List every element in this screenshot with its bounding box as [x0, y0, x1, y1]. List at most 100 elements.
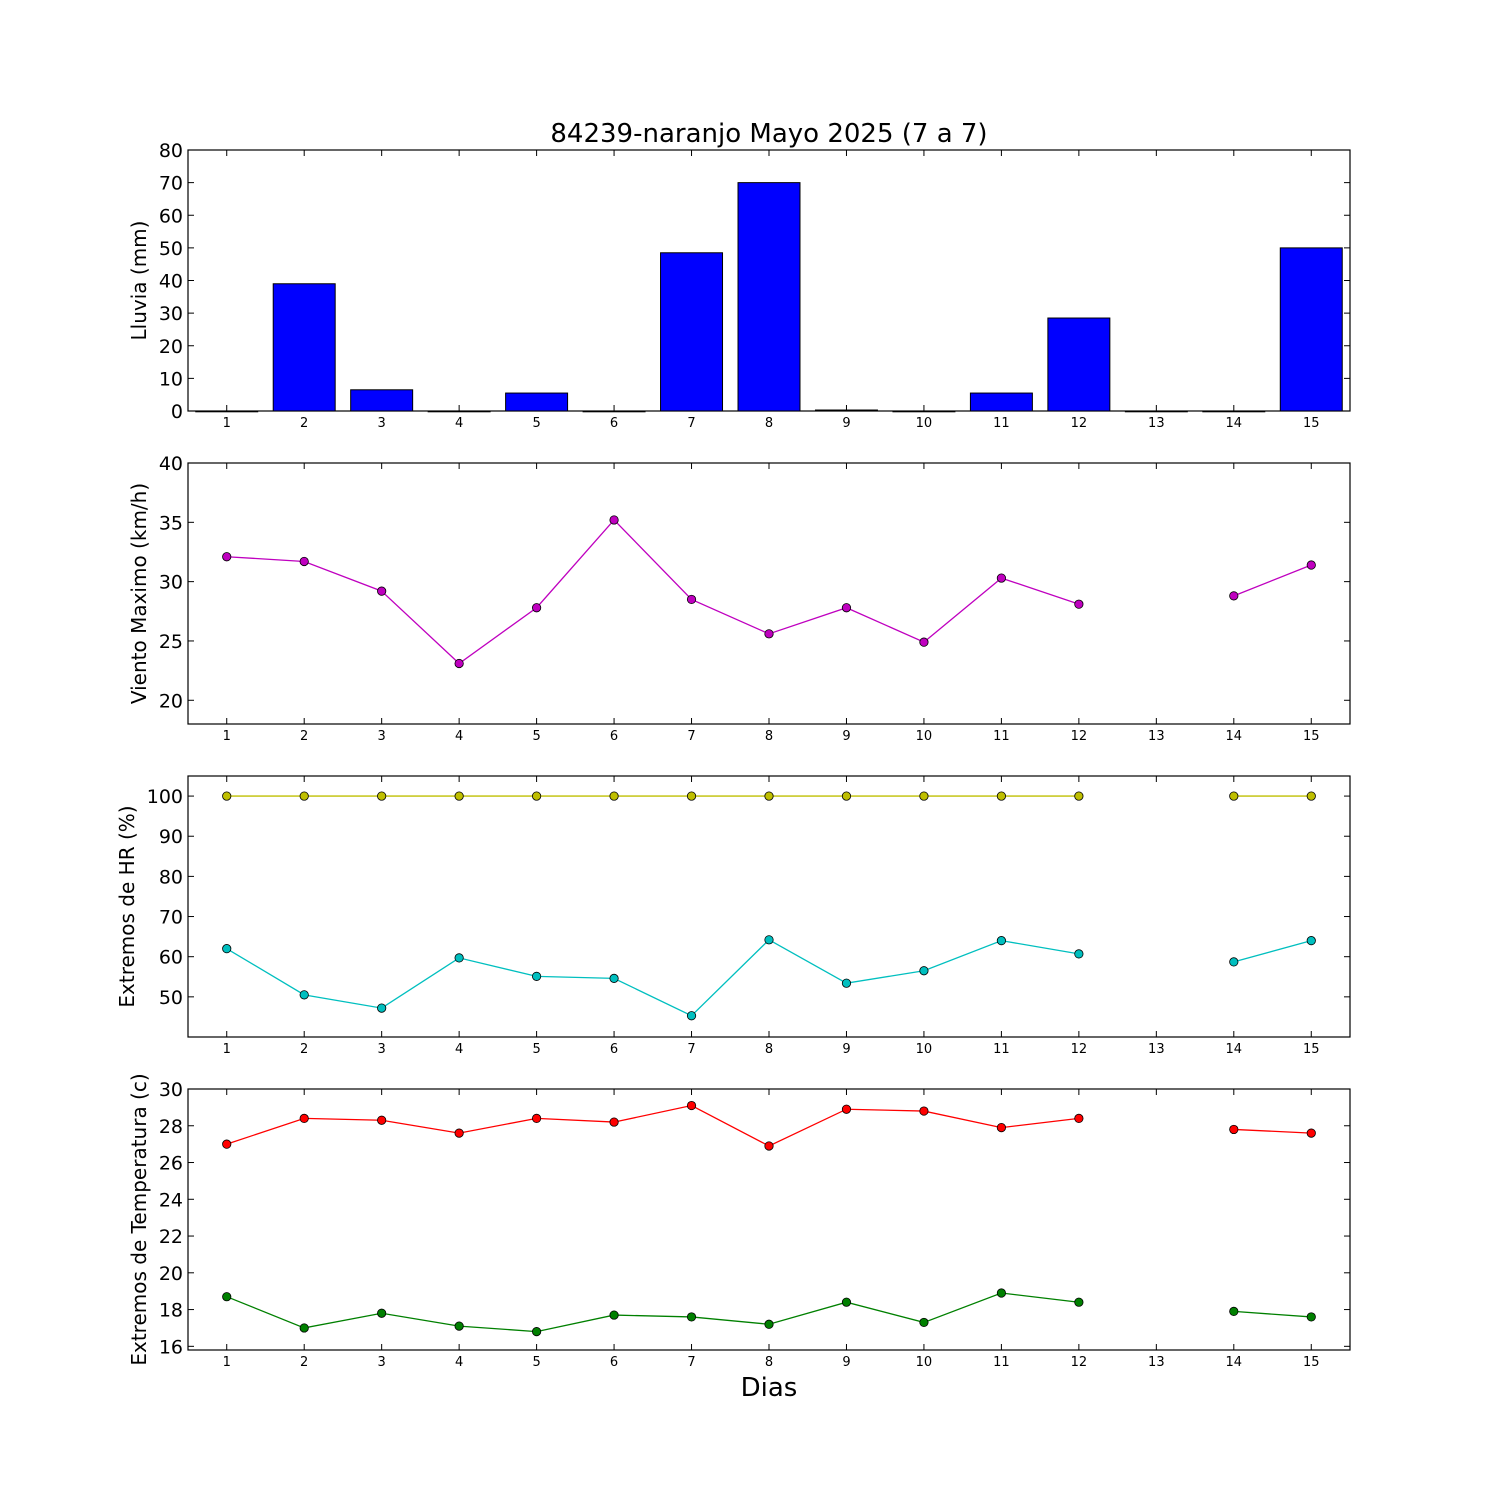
x-tick-label: 9: [842, 1042, 850, 1057]
bar: [350, 389, 414, 412]
data-point: [222, 1292, 232, 1302]
x-tick-label: 5: [532, 1355, 540, 1370]
data-point: [1074, 1113, 1084, 1124]
y-tick-label: 22: [159, 1226, 183, 1248]
data-point: [531, 1113, 542, 1124]
data-point: [299, 990, 309, 1000]
y-tick-label: 25: [159, 631, 183, 653]
x-tick-label: 2: [300, 1355, 308, 1370]
data-point: [531, 603, 542, 613]
data-point: [686, 791, 697, 801]
data-point: [686, 1011, 697, 1021]
x-tick-label: 2: [300, 416, 308, 431]
series-2: [222, 1288, 1316, 1337]
data-point: [1306, 1128, 1316, 1138]
y-tick-label: 30: [159, 1079, 183, 1101]
bar: [1279, 247, 1343, 412]
chart-title: 84239-naranjo Mayo 2025 (7 a 7): [550, 119, 987, 149]
data-point: [299, 1323, 309, 1333]
series-line: [226, 1292, 1079, 1333]
x-tick-label: 8: [765, 1042, 773, 1057]
bar: [1202, 410, 1266, 413]
bar: [1047, 317, 1111, 412]
series-line: [226, 518, 1080, 665]
data-point: [686, 594, 697, 605]
data-point: [764, 1141, 774, 1151]
x-tick-label: 3: [378, 729, 386, 744]
bar: [1124, 410, 1188, 413]
data-point: [609, 973, 619, 983]
data-point: [764, 629, 774, 639]
series-line: [1233, 1310, 1312, 1318]
x-tick-label: 9: [842, 729, 850, 744]
bar: [195, 410, 259, 413]
data-point: [919, 966, 929, 976]
data-point: [686, 1312, 697, 1322]
x-tick-label: 7: [687, 1042, 695, 1057]
y-tick-label: 10: [159, 368, 183, 390]
data-point: [996, 936, 1007, 946]
x-tick-label: 5: [532, 1042, 540, 1057]
x-tick-label: 12: [1071, 1042, 1088, 1057]
y-tick-label: 70: [159, 173, 183, 195]
y-tick-label: 20: [159, 1263, 183, 1285]
data-point: [531, 791, 542, 801]
x-tick-label: 11: [993, 1355, 1010, 1370]
x-tick-label: 2: [300, 1042, 308, 1057]
data-point: [1306, 1312, 1316, 1322]
series-line: [1233, 564, 1312, 597]
data-point: [996, 1122, 1007, 1133]
x-tick-label: 15: [1303, 729, 1320, 744]
x-tick-label: 3: [378, 416, 386, 431]
x-tick-label: 3: [378, 1042, 386, 1057]
x-tick-label: 9: [842, 416, 850, 431]
y-tick-label: 35: [159, 512, 183, 534]
data-point: [222, 791, 232, 801]
x-tick-label: 13: [1148, 729, 1165, 744]
data-point: [222, 1139, 232, 1149]
data-point: [299, 556, 309, 567]
bar: [737, 182, 801, 412]
x-tick-label: 13: [1148, 1355, 1165, 1370]
x-tick-label: 7: [687, 416, 695, 431]
data-point: [841, 791, 852, 801]
y-tick-label: 90: [159, 826, 183, 848]
data-point: [764, 791, 774, 801]
data-point: [531, 971, 542, 981]
x-tick-label: 8: [765, 729, 773, 744]
y-tick-label: 60: [159, 205, 183, 227]
data-point: [1074, 791, 1084, 801]
data-point: [377, 586, 387, 596]
data-point: [222, 944, 232, 954]
y-tick-label: 30: [159, 572, 183, 594]
x-tick-label: 6: [610, 1355, 618, 1370]
data-point: [841, 1104, 852, 1114]
x-tick-label: 8: [765, 1355, 773, 1370]
data-point: [531, 1327, 542, 1337]
data-point: [996, 573, 1007, 583]
data-point: [609, 1117, 619, 1127]
y-axis-label: Extremos de Temperatura (c): [127, 1073, 151, 1365]
series-line: [1233, 1128, 1312, 1134]
plot-frame: [187, 775, 1351, 1038]
x-tick-label: 10: [916, 1042, 933, 1057]
y-tick-label: 0: [171, 401, 183, 423]
series-line: [226, 1104, 1079, 1147]
data-point: [454, 791, 464, 801]
data-point: [1229, 1306, 1239, 1317]
data-point: [686, 1100, 697, 1111]
x-tick-label: 15: [1303, 1042, 1320, 1057]
x-tick-label: 4: [455, 1355, 463, 1370]
x-tick-label: 3: [378, 1355, 386, 1370]
bar: [505, 392, 569, 412]
x-tick-label: 4: [455, 1042, 463, 1057]
data-point: [764, 935, 774, 945]
x-tick-label: 14: [1226, 1355, 1243, 1370]
data-point: [454, 1128, 464, 1138]
x-tick-label: 14: [1226, 729, 1243, 744]
x-tick-label: 1: [223, 729, 231, 744]
data-point: [609, 515, 619, 525]
